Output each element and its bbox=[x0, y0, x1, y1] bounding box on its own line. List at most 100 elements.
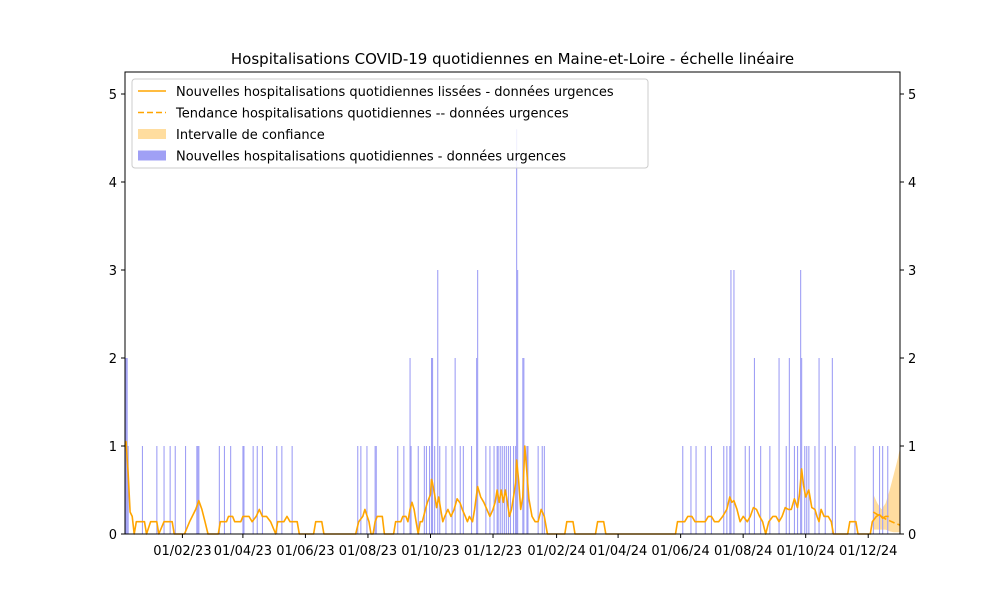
bar bbox=[537, 446, 539, 534]
bar bbox=[497, 446, 499, 534]
bar bbox=[276, 446, 278, 534]
bar bbox=[431, 358, 433, 534]
x-tick-label: 01/10/24 bbox=[776, 544, 834, 559]
bar bbox=[126, 358, 128, 534]
bar bbox=[437, 270, 439, 534]
plot-area: 0 0 1 1 2 2 3 3 4 4 5 5 01/02/23 01/04/23 01/06/23 01/0… bbox=[109, 71, 916, 559]
trend-line bbox=[872, 511, 901, 526]
x-tick-label: 01/06/24 bbox=[651, 544, 709, 559]
bar bbox=[879, 446, 881, 534]
bar bbox=[507, 446, 509, 534]
y-tick-label-right: 0 bbox=[908, 528, 916, 543]
y-tick-label-left: 5 bbox=[109, 88, 117, 103]
bar bbox=[505, 446, 507, 534]
bar bbox=[489, 446, 491, 534]
bar bbox=[493, 446, 495, 534]
bar bbox=[197, 446, 199, 534]
bar bbox=[704, 446, 706, 534]
bar bbox=[682, 446, 684, 534]
bar bbox=[291, 446, 293, 534]
bar bbox=[476, 358, 478, 534]
legend-box bbox=[131, 78, 649, 169]
bar bbox=[785, 446, 787, 534]
plot-frame bbox=[124, 71, 901, 535]
y-tick-label-left: 1 bbox=[109, 440, 117, 455]
bar bbox=[403, 446, 405, 534]
bar bbox=[834, 446, 836, 534]
bar bbox=[499, 446, 501, 534]
bar bbox=[409, 358, 411, 534]
y-tick-label-left: 3 bbox=[109, 264, 117, 279]
bar bbox=[410, 446, 412, 534]
bar bbox=[800, 270, 802, 534]
bar bbox=[543, 446, 545, 534]
bar bbox=[242, 446, 244, 534]
bar bbox=[156, 446, 158, 534]
bar bbox=[515, 446, 517, 534]
chart-title: Hospitalisations COVID-19 quotidiennes e… bbox=[231, 50, 794, 68]
bar bbox=[196, 446, 198, 534]
bar bbox=[818, 358, 820, 534]
bar bbox=[882, 446, 884, 534]
y-tick-label-right: 5 bbox=[908, 88, 916, 103]
bar bbox=[523, 358, 525, 534]
bar bbox=[174, 446, 176, 534]
bar bbox=[223, 446, 225, 534]
bar bbox=[471, 446, 473, 534]
bar bbox=[230, 446, 232, 534]
bar bbox=[163, 446, 165, 534]
bar bbox=[256, 446, 258, 534]
y-tick-label-right: 3 bbox=[908, 264, 916, 279]
bar bbox=[445, 446, 447, 534]
bar bbox=[439, 446, 441, 534]
bar bbox=[513, 446, 515, 534]
bar bbox=[753, 358, 755, 534]
bar bbox=[726, 446, 728, 534]
legend-label: Nouvelles hospitalisations quotidiennes … bbox=[176, 150, 566, 165]
bar bbox=[281, 446, 283, 534]
bar bbox=[744, 446, 746, 534]
bar bbox=[730, 270, 732, 534]
bar bbox=[541, 446, 543, 534]
x-tick-label: 01/12/23 bbox=[464, 544, 522, 559]
bar bbox=[806, 446, 808, 534]
bar bbox=[243, 446, 245, 534]
bar bbox=[733, 270, 735, 534]
bar bbox=[788, 358, 790, 534]
x-tick-label: 01/08/23 bbox=[339, 544, 397, 559]
bar bbox=[261, 446, 263, 534]
x-tick-label: 01/02/23 bbox=[153, 544, 211, 559]
bar bbox=[760, 446, 762, 534]
x-tick-label: 01/04/23 bbox=[214, 544, 272, 559]
legend-label: Intervalle de confiance bbox=[176, 128, 325, 143]
bar bbox=[695, 446, 697, 534]
bar bbox=[397, 446, 399, 534]
legend-label: Nouvelles hospitalisations quotidiennes … bbox=[176, 85, 614, 100]
ci-band bbox=[873, 447, 900, 533]
y-tick-label-left: 0 bbox=[109, 528, 117, 543]
bar bbox=[854, 446, 856, 534]
bar bbox=[477, 270, 479, 534]
bar bbox=[423, 446, 425, 534]
bar bbox=[374, 446, 376, 534]
bar bbox=[375, 446, 377, 534]
x-tick-label: 01/04/24 bbox=[589, 544, 647, 559]
bar bbox=[360, 446, 362, 534]
x-tick-label: 01/02/24 bbox=[527, 544, 585, 559]
bar bbox=[710, 446, 712, 534]
bar bbox=[141, 446, 143, 534]
bar bbox=[462, 446, 464, 534]
legend-swatch-bar bbox=[138, 150, 166, 161]
bar bbox=[198, 446, 200, 534]
bar bbox=[429, 446, 431, 534]
bar bbox=[485, 446, 487, 534]
x-tick-label: 01/08/24 bbox=[714, 544, 772, 559]
bar bbox=[887, 446, 889, 534]
bar bbox=[831, 358, 833, 534]
bar bbox=[169, 446, 171, 534]
bar bbox=[516, 129, 518, 534]
bar bbox=[797, 446, 799, 534]
bar bbox=[824, 446, 826, 534]
bar bbox=[185, 446, 187, 534]
